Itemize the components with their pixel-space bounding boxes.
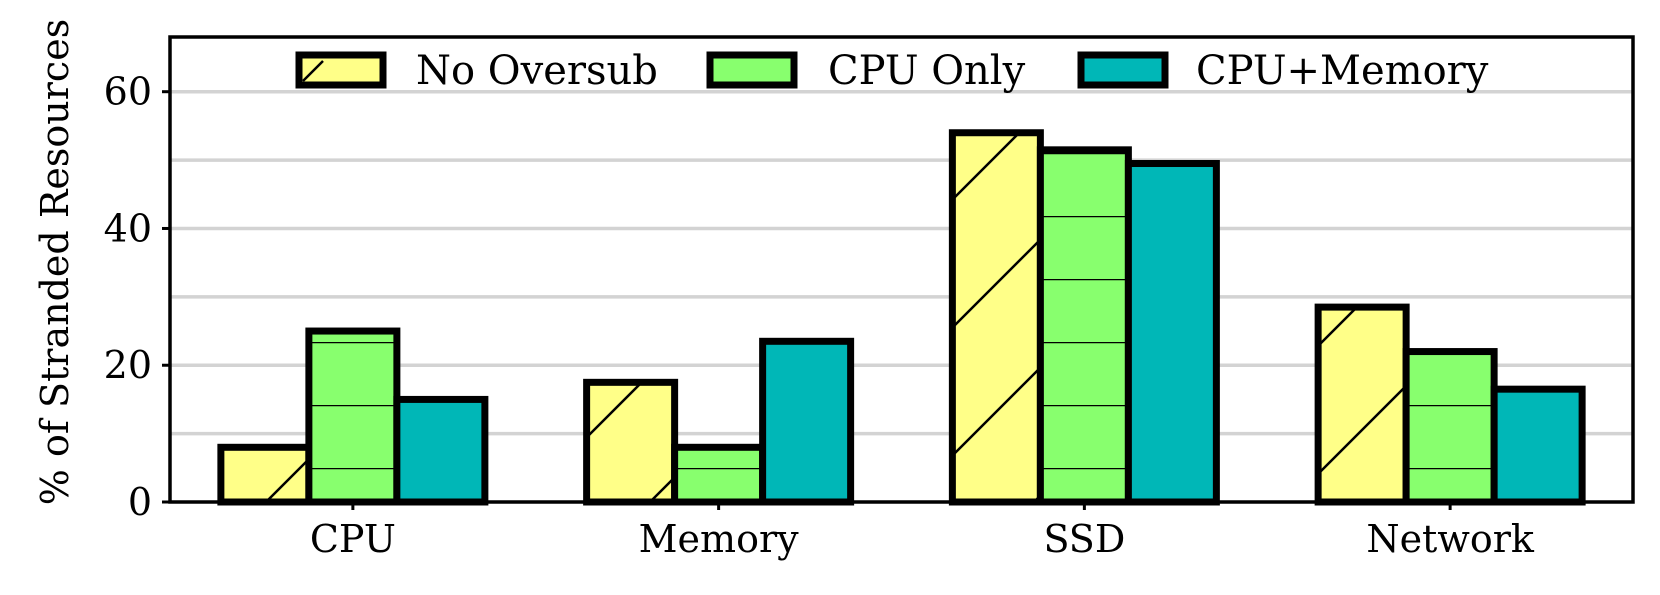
bar-fill [396, 399, 485, 502]
bar-hatch [586, 382, 675, 502]
bar-hatch [1406, 351, 1495, 502]
y-tick-label-20: 20 [104, 343, 152, 387]
bar-fill [762, 341, 851, 502]
bar-cpu-cpu-only [305, 327, 401, 506]
x-tick-label-cpu: CPU [310, 517, 396, 561]
legend-swatch-fill [710, 55, 794, 85]
legend-item-no-oversub: No Oversub [295, 48, 658, 94]
bar-hatch [220, 447, 309, 502]
legend-swatch-fill [299, 55, 383, 85]
bar-memory-no-oversub [583, 378, 679, 506]
y-axis-title: % of Stranded Resources [33, 19, 77, 505]
bar-hatch [308, 331, 397, 502]
bar-network-cpu-memory [1490, 385, 1586, 506]
legend-label: No Oversub [416, 48, 658, 94]
bar-memory-cpu-memory [759, 337, 855, 506]
bar-cpu-cpu-memory [393, 395, 489, 506]
bar-network-cpu-only [1402, 348, 1498, 506]
bar-hatch [1318, 307, 1407, 502]
plot-frame [168, 35, 1635, 504]
legend-label: CPU Only [828, 48, 1026, 94]
bar-network-no-oversub [1314, 303, 1410, 506]
bar-hatch [674, 447, 763, 502]
bar-hatch [1040, 149, 1129, 503]
legend-swatch-outline [295, 51, 387, 89]
bar-fill [1494, 389, 1583, 502]
y-tick-label-0: 0 [128, 480, 152, 524]
legend-swatch-outline [1077, 51, 1169, 89]
legend-swatch-outline [706, 51, 798, 89]
legend-swatch-hatch [302, 60, 324, 82]
legend-item-cpu-memory: CPU+Memory [1077, 48, 1489, 94]
legend: No Oversub CPU Only CPU+Memory [295, 48, 1489, 94]
bar-hatch [952, 132, 1041, 502]
x-tick-label-memory: Memory [639, 517, 799, 561]
bar-ssd-cpu-memory [1124, 160, 1220, 506]
y-tick-label-60: 60 [104, 70, 152, 114]
legend-item-cpu-only: CPU Only [706, 48, 1026, 94]
axes: 0 20 40 60 CPU Memory SSD Network % of Stranded … [33, 19, 1635, 561]
y-tick-label-40: 40 [104, 206, 152, 250]
bar-ssd-cpu-only [1036, 146, 1132, 506]
bar-fill [1128, 163, 1217, 502]
x-tick-label-network: Network [1366, 517, 1535, 561]
bar-memory-cpu-only [671, 443, 767, 506]
legend-swatch-fill [1081, 55, 1165, 85]
bar-ssd-no-oversub [948, 129, 1044, 506]
x-tick-label-ssd: SSD [1043, 517, 1125, 561]
bar-cpu-no-oversub [217, 443, 313, 506]
legend-label: CPU+Memory [1196, 48, 1489, 94]
bars [217, 129, 1586, 506]
